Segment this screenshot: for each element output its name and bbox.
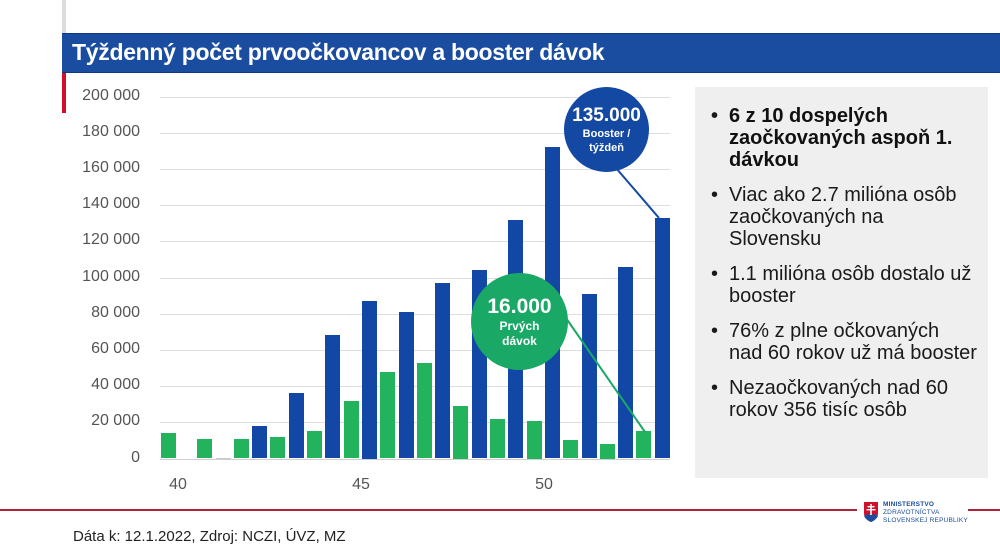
booster-callout-bubble: 135.000 Booster / týždeň <box>564 87 649 172</box>
footer-divider <box>0 509 857 511</box>
first-dose-bar <box>343 400 359 459</box>
y-tick-label: 0 <box>131 449 140 466</box>
x-tick-label: 40 <box>169 476 187 493</box>
first-dose-callout-value: 16.000 <box>487 294 552 318</box>
booster-bar <box>581 293 597 459</box>
first-dose-bar <box>160 433 176 459</box>
first-dose-bar <box>526 420 542 459</box>
y-tick-label: 160 000 <box>82 159 140 176</box>
source-note: Dáta k: 12.1.2022, Zdroj: NCZI, ÚVZ, MZ <box>73 528 346 545</box>
page-title: Týždenný počet prvoočkovancov a booster … <box>72 39 605 65</box>
gridline <box>160 422 670 423</box>
first-dose-bar <box>636 431 652 459</box>
fact-item: 76% z plne očkovaných nad 60 rokov už má… <box>709 320 978 364</box>
y-tick-label: 180 000 <box>82 123 140 140</box>
booster-callout-label-1: Booster / <box>582 127 631 140</box>
logo-text: MINISTERSTVO ZDRAVOTNÍCTVA SLOVENSKEJ RE… <box>883 501 968 524</box>
footer-divider-right <box>968 509 1000 511</box>
booster-callout-label-2: týždeň <box>589 141 624 154</box>
first-dose-bar <box>380 371 396 459</box>
fact-item: 1.1 milióna osôb dostalo už booster <box>709 263 978 307</box>
bar-chart: 200 000 180 000 160 000 140 000 120 000 100 0… <box>82 87 670 493</box>
booster-bar <box>325 335 341 459</box>
fact-item: Viac ako 2.7 milióna osôb zaočkovaných n… <box>709 184 978 250</box>
booster-bar <box>435 282 451 459</box>
booster-bar <box>398 311 414 459</box>
y-tick-label: 20 000 <box>91 412 140 429</box>
gridline <box>160 205 670 206</box>
top-divider <box>62 0 66 33</box>
booster-bar <box>654 217 670 459</box>
gridline <box>160 386 670 387</box>
gridline <box>160 241 670 242</box>
booster-bar <box>252 425 268 459</box>
accent-bar <box>62 73 66 113</box>
first-dose-callout-bubble: 16.000 Prvých dávok <box>471 273 568 370</box>
first-dose-callout-label-2: dávok <box>502 333 537 348</box>
gridline <box>160 133 670 134</box>
gridline <box>160 278 670 279</box>
first-dose-bar <box>599 444 615 459</box>
key-facts-panel: 6 z 10 dospelých zaočkovaných aspoň 1. d… <box>695 87 988 478</box>
first-dose-callout-label-1: Prvých <box>499 318 540 333</box>
y-tick-label: 120 000 <box>82 231 140 248</box>
x-tick-label: 45 <box>352 476 370 493</box>
key-facts-list: 6 z 10 dospelých zaočkovaných aspoň 1. d… <box>709 105 978 421</box>
booster-callout-value: 135.000 <box>572 104 641 126</box>
gridline <box>160 97 670 98</box>
booster-bar <box>618 266 634 459</box>
gridline <box>160 169 670 170</box>
gridline <box>160 350 670 351</box>
booster-bar <box>215 457 231 459</box>
booster-bar <box>362 301 377 459</box>
first-dose-bar <box>197 438 213 459</box>
first-dose-bar <box>306 431 322 459</box>
y-tick-label: 60 000 <box>91 340 140 357</box>
gridline <box>160 314 670 315</box>
first-dose-bar <box>270 436 286 459</box>
first-dose-bar <box>489 418 505 459</box>
slovak-coat-of-arms-icon <box>864 502 878 522</box>
title-bar: Týždenný počet prvoočkovancov a booster … <box>62 33 1000 73</box>
first-dose-bar <box>416 362 432 459</box>
gridline <box>160 459 670 460</box>
fact-item: 6 z 10 dospelých zaočkovaných aspoň 1. d… <box>709 105 978 171</box>
y-tick-label: 140 000 <box>82 195 140 212</box>
y-tick-label: 40 000 <box>91 376 140 393</box>
first-dose-bar <box>233 438 249 459</box>
booster-bar <box>288 393 304 459</box>
first-dose-bar <box>453 406 469 459</box>
y-tick-label: 100 000 <box>82 268 140 285</box>
ministry-logo: MINISTERSTVO ZDRAVOTNÍCTVA SLOVENSKEJ RE… <box>864 501 974 525</box>
y-tick-label: 200 000 <box>82 87 140 104</box>
x-tick-label: 50 <box>535 476 553 493</box>
fact-item: Nezaočkovaných nad 60 rokov 356 tisíc os… <box>709 377 978 421</box>
first-dose-bar <box>563 440 579 459</box>
y-tick-label: 80 000 <box>91 304 140 321</box>
